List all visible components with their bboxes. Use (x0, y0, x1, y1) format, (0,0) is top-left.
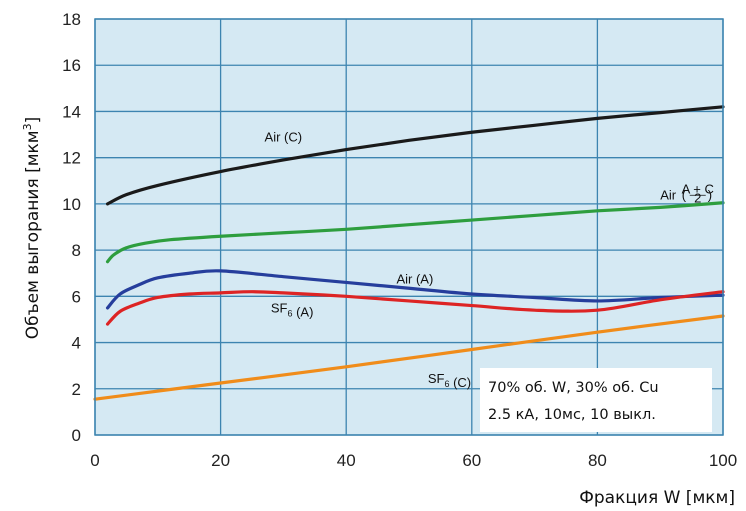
y-tick-label: 2 (72, 380, 81, 399)
fraction-denominator: 2 (694, 190, 701, 205)
x-axis-label: Фракция W [мкм] (579, 488, 735, 508)
svg-text:): ) (708, 187, 712, 202)
y-axis-label-main: Объем выгорания [мкм (23, 130, 43, 339)
y-axis-label-close: ] (23, 117, 43, 124)
y-tick-label: 14 (62, 102, 81, 121)
y-tick-labels: 0 2 4 6 8 10 12 14 16 18 (62, 10, 81, 445)
x-tick-label: 40 (337, 451, 356, 470)
annotation-air_c: Air (C) (265, 129, 303, 144)
y-tick-label: 4 (72, 334, 81, 353)
y-axis-label: Объем выгорания [мкм3] (21, 117, 43, 340)
x-tick-label: 20 (211, 451, 230, 470)
note-line: 2.5 кА, 10мс, 10 выкл. (488, 407, 656, 423)
notes: 70% об. W, 30% об. Cu 2.5 кА, 10мс, 10 вы… (488, 380, 659, 423)
grid (94, 18, 724, 436)
series-line-sf6_c (93, 314, 725, 401)
x-tick-label: 80 (588, 451, 607, 470)
note-line: 70% об. W, 30% об. Cu (488, 380, 659, 396)
annotations: Air (C) Air (A + C2) Air (A) SF6 (A) SF6 (C) (265, 129, 714, 390)
y-axis-label-sup: 3 (21, 123, 34, 130)
series-line-air_a (105, 269, 725, 310)
y-tick-label: 16 (62, 56, 81, 75)
x-tick-labels: 0 20 40 60 80 100 (90, 451, 737, 470)
y-tick-label: 8 (72, 241, 81, 260)
series-group (93, 105, 725, 401)
y-tick-label: 10 (62, 195, 81, 214)
x-tick-label: 0 (90, 451, 99, 470)
annotation-sf6_a: SF6 (A) (271, 301, 314, 320)
series-line-sf6_a (105, 290, 725, 326)
y-tick-label: 18 (62, 10, 81, 29)
fraction-numerator: A + C (682, 181, 714, 196)
svg-text:(: ( (682, 187, 687, 202)
annotation-sf6_c: SF6 (C) (428, 371, 471, 390)
y-tick-label: 0 (72, 426, 81, 445)
x-tick-label: 60 (462, 451, 481, 470)
plot-area (95, 19, 723, 435)
series-line-air_avg (105, 201, 725, 264)
plot-border (94, 18, 724, 436)
y-tick-label: 6 (72, 287, 81, 306)
series-line-air_c (105, 105, 725, 206)
annotation-air_a: Air (A) (396, 272, 433, 287)
note-box (480, 368, 712, 432)
x-tick-label: 100 (709, 451, 737, 470)
annotation-air_avg: Air (660, 187, 677, 202)
y-tick-label: 12 (62, 149, 81, 168)
